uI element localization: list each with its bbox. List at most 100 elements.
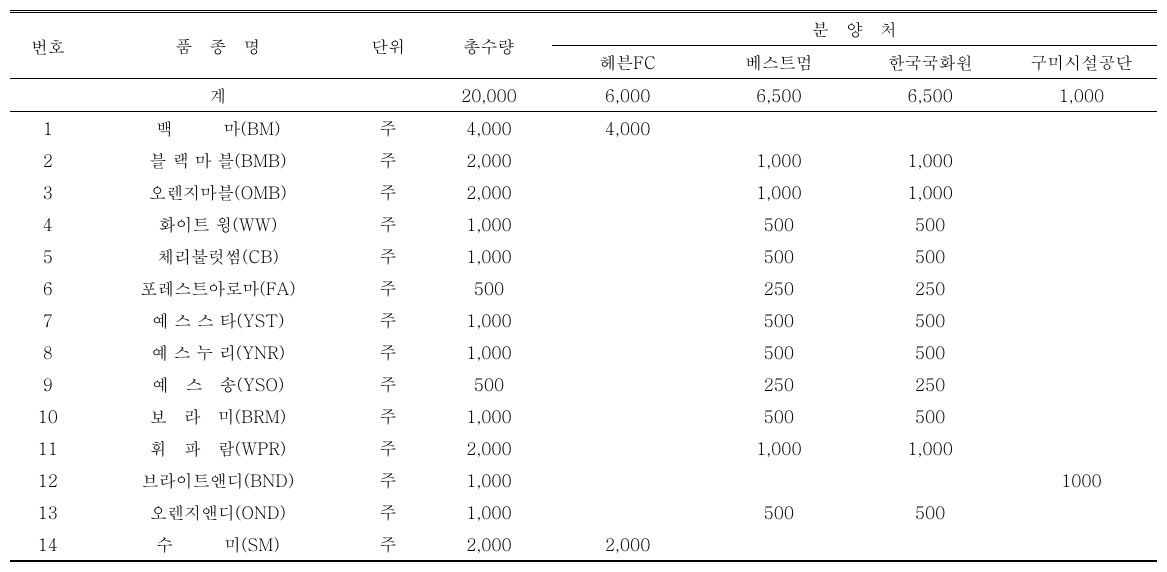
table-row: 3오렌지마블(OMB)주2,0001,0001,000 [10,176,1157,208]
row-num: 11 [10,432,86,464]
table-row: 13오렌지앤디(OND)주1,000500500 [10,496,1157,528]
row-d4 [1006,112,1157,145]
row-d1 [552,304,703,336]
row-qty: 1,000 [426,400,552,432]
row-num: 9 [10,368,86,400]
row-d2 [703,112,854,145]
row-d1 [552,208,703,240]
row-num: 7 [10,304,86,336]
totals-row: 계 20,000 6,000 6,500 6,500 1,000 [10,79,1157,112]
row-d2: 500 [703,400,854,432]
totals-d4: 1,000 [1006,79,1157,112]
row-d2: 1,000 [703,176,854,208]
row-num: 1 [10,112,86,145]
table-row: 8예 스 누 리(YNR)주1,000500500 [10,336,1157,368]
row-d4 [1006,272,1157,304]
distribution-table: 번호 품 종 명 단위 총수량 분 양 처 헤븐FC 베스트멈 한국국화원 구미… [10,10,1157,562]
row-d2 [703,464,854,496]
row-d2: 1,000 [703,144,854,176]
table-row: 4화이트 윙(WW)주1,000 500500 [10,208,1157,240]
row-d4 [1006,432,1157,464]
row-d4 [1006,144,1157,176]
row-qty: 1,000 [426,336,552,368]
row-d4 [1006,368,1157,400]
table-body: 계 20,000 6,000 6,500 6,500 1,000 1백 마(BM… [10,79,1157,562]
row-variety: 보 라 미(BRM) [86,400,351,432]
row-unit: 주 [350,272,426,304]
table-row: 6포레스트아로마(FA)주500250250 [10,272,1157,304]
row-unit: 주 [350,432,426,464]
row-d4: 1000 [1006,464,1157,496]
table-row: 5체리불럿썸(CB)주1,000500500 [10,240,1157,272]
row-qty: 2,000 [426,528,552,561]
row-d1 [552,240,703,272]
row-variety: 오렌지마블(OMB) [86,176,351,208]
header-num: 번호 [10,12,86,79]
row-variety: 화이트 윙(WW) [86,208,351,240]
row-d3 [854,464,1005,496]
row-d1: 4,000 [552,112,703,145]
row-d4 [1006,176,1157,208]
row-unit: 주 [350,528,426,561]
row-unit: 주 [350,496,426,528]
row-num: 8 [10,336,86,368]
row-variety: 체리불럿썸(CB) [86,240,351,272]
row-d2: 500 [703,336,854,368]
table-row: 7예 스 스 타(YST)주1,000500500 [10,304,1157,336]
row-d3: 500 [854,496,1005,528]
row-d2: 500 [703,240,854,272]
totals-d1: 6,000 [552,79,703,112]
row-num: 3 [10,176,86,208]
row-unit: 주 [350,144,426,176]
row-d1: 2,000 [552,528,703,561]
row-unit: 주 [350,176,426,208]
table-row: 10보 라 미(BRM)주1,000500500 [10,400,1157,432]
row-d2: 250 [703,272,854,304]
row-d4 [1006,304,1157,336]
header-unit: 단위 [350,12,426,79]
row-d3: 250 [854,272,1005,304]
row-d3 [854,528,1005,561]
row-d1 [552,176,703,208]
totals-d2: 6,500 [703,79,854,112]
row-variety: 예 스 스 타(YST) [86,304,351,336]
row-d4 [1006,208,1157,240]
row-d4 [1006,400,1157,432]
totals-d3: 6,500 [854,79,1005,112]
row-d1 [552,336,703,368]
row-num: 5 [10,240,86,272]
table-row: 11휘 파 람(WPR)주2,0001,0001,000 [10,432,1157,464]
row-qty: 500 [426,368,552,400]
header-dist4: 구미시설공단 [1006,46,1157,79]
row-unit: 주 [350,208,426,240]
row-num: 4 [10,208,86,240]
row-qty: 1,000 [426,464,552,496]
row-d3: 500 [854,400,1005,432]
row-d3: 1,000 [854,432,1005,464]
row-variety: 블 랙 마 블(BMB) [86,144,351,176]
row-d3: 250 [854,368,1005,400]
row-unit: 주 [350,400,426,432]
row-unit: 주 [350,112,426,145]
table-row: 14수 미(SM)주2,0002,000 [10,528,1157,561]
row-qty: 1,000 [426,208,552,240]
row-variety: 백 마(BM) [86,112,351,145]
row-d4 [1006,496,1157,528]
row-qty: 4,000 [426,112,552,145]
row-d4 [1006,336,1157,368]
row-d3: 500 [854,336,1005,368]
row-qty: 2,000 [426,144,552,176]
row-d2: 1,000 [703,432,854,464]
row-d3: 500 [854,208,1005,240]
row-d1 [552,464,703,496]
row-d3: 1,000 [854,176,1005,208]
row-d1 [552,272,703,304]
row-d2: 500 [703,304,854,336]
row-d2: 500 [703,208,854,240]
row-qty: 500 [426,272,552,304]
row-num: 14 [10,528,86,561]
header-variety: 품 종 명 [86,12,351,79]
row-num: 13 [10,496,86,528]
header-dist1: 헤븐FC [552,46,703,79]
table-row: 1백 마(BM)주4,0004,000 [10,112,1157,145]
